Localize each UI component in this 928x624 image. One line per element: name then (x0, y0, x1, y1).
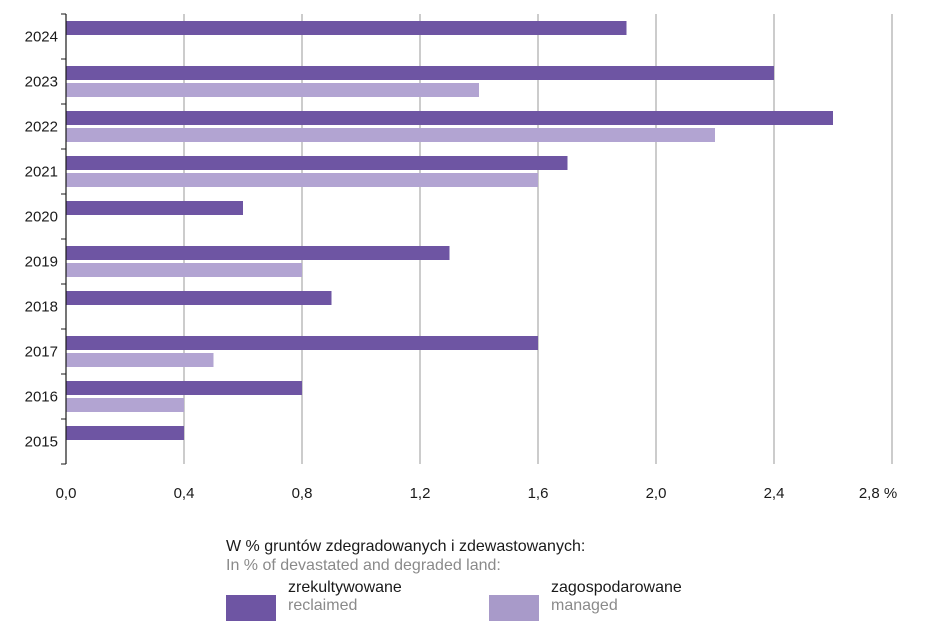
bar-managed-2016 (66, 398, 184, 412)
legend-label-managed-en: managed (551, 597, 618, 614)
bar-managed-2021 (66, 173, 538, 187)
y-tick-label-2021: 2021 (25, 164, 58, 181)
legend-label-reclaimed-pl: zrekultywowane (288, 579, 402, 596)
legend-swatch-managed (489, 595, 539, 621)
x-tick-label: 2,8 % (859, 485, 897, 502)
bar-reclaimed-2017 (66, 336, 538, 350)
legend-label-reclaimed-en: reclaimed (288, 597, 358, 614)
bar-reclaimed-2016 (66, 381, 302, 395)
y-tick-label-2018: 2018 (25, 299, 58, 316)
bar-reclaimed-2023 (66, 66, 774, 80)
x-tick-label: 0,4 (174, 485, 195, 502)
bar-managed-2017 (66, 353, 214, 367)
x-tick-label: 0,8 (292, 485, 313, 502)
y-tick-label-2017: 2017 (25, 344, 58, 361)
bar-reclaimed-2015 (66, 426, 184, 440)
bar-reclaimed-2021 (66, 156, 568, 170)
x-tick-label: 0,0 (56, 485, 77, 502)
y-tick-label-2023: 2023 (25, 74, 58, 91)
bar-reclaimed-2020 (66, 201, 243, 215)
bar-reclaimed-2019 (66, 246, 450, 260)
legend-subtitle: In % of devastated and degraded land: (226, 557, 501, 574)
bar-reclaimed-2022 (66, 111, 833, 125)
x-tick-label: 1,6 (528, 485, 549, 502)
legend-swatch-reclaimed (226, 595, 276, 621)
y-tick-label-2015: 2015 (25, 434, 58, 451)
x-tick-label: 1,2 (410, 485, 431, 502)
bar-managed-2023 (66, 83, 479, 97)
y-tick-label-2020: 2020 (25, 209, 58, 226)
y-tick-label-2022: 2022 (25, 119, 58, 136)
bar-reclaimed-2018 (66, 291, 332, 305)
y-tick-label-2019: 2019 (25, 254, 58, 271)
x-tick-label: 2,0 (646, 485, 667, 502)
x-tick-label: 2,4 (764, 485, 785, 502)
y-tick-label-2024: 2024 (25, 29, 58, 46)
bar-chart: 2024 2023 2022 2021 2020 2019 2018 2017 2016 2015… (25, 13, 897, 502)
bar-managed-2019 (66, 263, 302, 277)
legend-items: zrekultywowane reclaimed zagospodarowane… (226, 579, 786, 621)
legend-title: W % gruntów zdegradowanych i zdewastowan… (226, 538, 586, 555)
legend-label-managed-pl: zagospodarowane (551, 579, 682, 596)
bar-reclaimed-2024 (66, 21, 627, 35)
bar-managed-2022 (66, 128, 715, 142)
y-tick-label-2016: 2016 (25, 389, 58, 406)
legend: W % gruntów zdegradowanych i zdewastowan… (226, 537, 786, 621)
